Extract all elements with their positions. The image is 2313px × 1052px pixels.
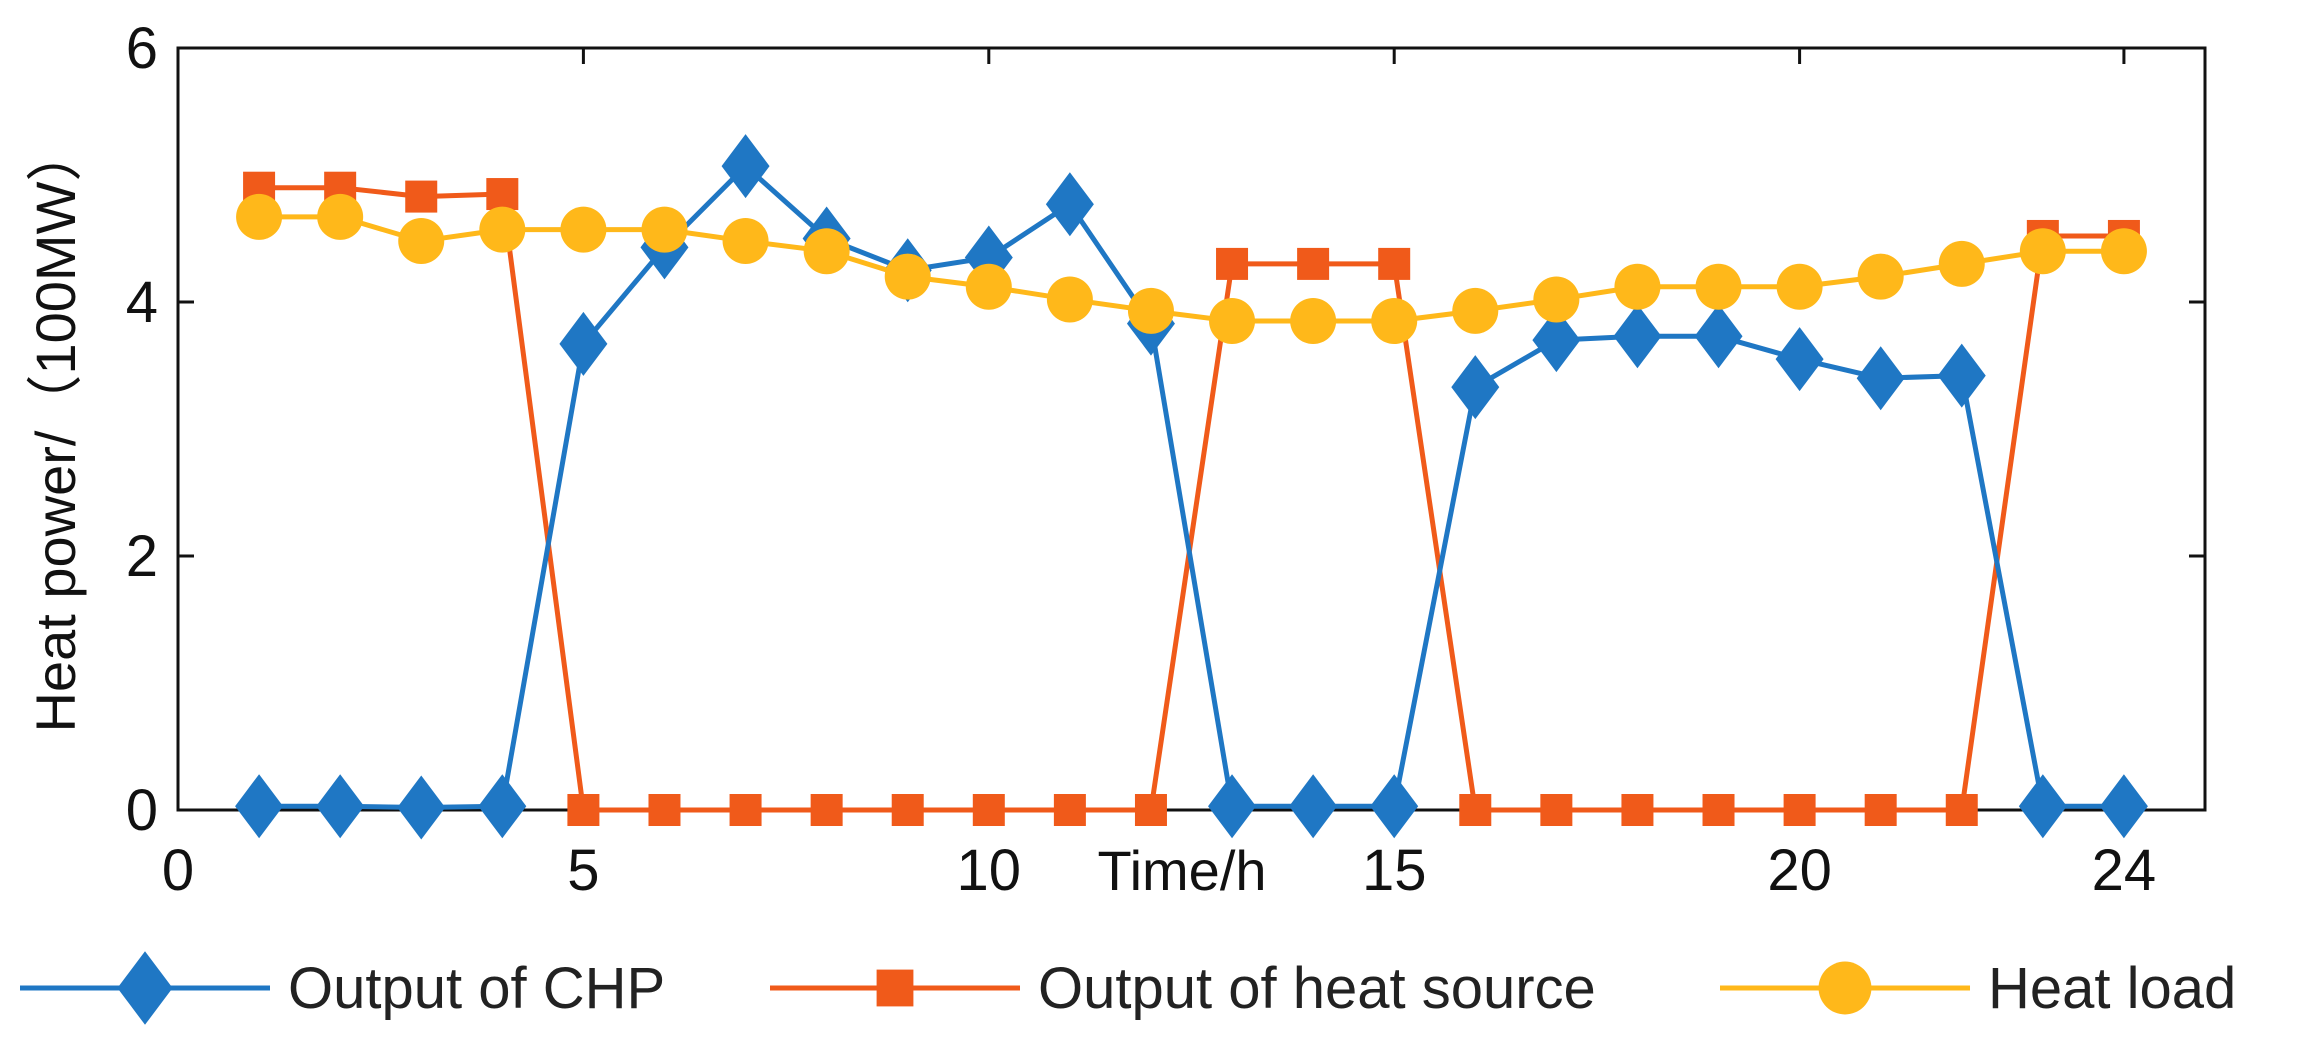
output-of-heat-source-point [729, 794, 762, 826]
output-of-heat-source-point [1540, 794, 1573, 826]
x-tick-label: 15 [1362, 838, 1427, 903]
x-tick-label: 5 [567, 838, 599, 903]
heat-load-point [560, 206, 607, 253]
heat-load-point [641, 206, 688, 253]
heat-load-point [1614, 263, 1661, 310]
legend-swatch-marker [1818, 961, 1872, 1015]
output-of-chp-point [559, 311, 608, 376]
output-of-heat-source-point [1216, 247, 1249, 280]
heat-load-point [2019, 228, 2066, 275]
y-tick-label: 0 [126, 778, 158, 843]
x-axis-title: Time/h [1097, 839, 1266, 902]
output-of-chp-point [1613, 304, 1662, 369]
legend-item-output-of-heat-source: Output of heat source [770, 956, 1596, 1021]
legend-item-output-of-chp: Output of CHP [20, 951, 665, 1025]
heat-load-point [1857, 253, 1904, 300]
output-of-chp-point [478, 774, 527, 839]
output-of-heat-source-point [1053, 794, 1086, 826]
output-of-heat-source-point [1864, 794, 1897, 826]
output-of-chp-point [235, 774, 284, 839]
output-of-chp-point [1208, 774, 1257, 839]
y-axis-title: Heat power/（100MW） [24, 126, 87, 733]
x-tick-label: 10 [957, 838, 1022, 903]
output-of-chp-point [316, 774, 365, 839]
y-tick-label: 6 [126, 16, 158, 81]
x-tick-label: 20 [1767, 838, 1832, 903]
heat-load-point [803, 228, 850, 275]
output-of-chp-point [1937, 343, 1986, 408]
legend-swatch-marker [117, 951, 173, 1025]
x-tick-label: 24 [2092, 838, 2157, 903]
series-layer [235, 134, 2148, 840]
heat-load-point [479, 206, 526, 253]
legend-label: Heat load [1988, 956, 2236, 1021]
heat-load-point [1776, 263, 1823, 310]
output-of-heat-source-point [648, 794, 681, 826]
output-of-chp-point [721, 134, 770, 199]
heat-load-point [965, 263, 1012, 310]
legend-label: Output of heat source [1038, 956, 1596, 1021]
legend-item-heat-load: Heat load [1720, 956, 2236, 1021]
x-tick-label: 0 [162, 838, 194, 903]
output-of-heat-source-point [486, 178, 519, 211]
heat-load-point [2100, 228, 2147, 275]
output-of-heat-source-point [891, 794, 924, 826]
output-of-heat-source-point [1459, 794, 1492, 826]
heat-load-line [259, 214, 2124, 324]
output-of-heat-source-point [1378, 247, 1411, 280]
heat-load-point [1371, 298, 1418, 345]
output-of-chp-point [1532, 308, 1581, 373]
output-of-heat-source-point [567, 794, 600, 826]
output-of-chp-point [1775, 327, 1824, 392]
output-of-heat-source-point [810, 794, 843, 826]
series-heat-load [236, 193, 2147, 345]
output-of-chp-point [1451, 355, 1500, 420]
axis-ticks [176, 46, 2205, 812]
plot-frame [176, 46, 2207, 812]
legend-swatch-marker [876, 969, 914, 1007]
heat-load-point [1290, 298, 1337, 345]
heat-load-point [1046, 276, 1093, 323]
output-of-chp-point [1370, 774, 1419, 839]
heat-load-point [1452, 287, 1499, 334]
output-of-heat-source-point [1621, 794, 1654, 826]
output-of-heat-source-point [405, 180, 438, 213]
legend-label: Output of CHP [288, 956, 665, 1021]
output-of-heat-source-point [1134, 794, 1167, 826]
heat-load-point [317, 193, 364, 240]
heat-load-point [1127, 287, 1174, 334]
heat-load-point [398, 218, 445, 265]
heat-load-point [1938, 240, 1985, 287]
heat-load-point [1209, 298, 1256, 345]
y-tick-label: 2 [126, 524, 158, 589]
legend: Output of CHP Output of heat source Heat l… [20, 951, 2236, 1025]
plot-area [176, 46, 2207, 840]
output-of-heat-source-point [972, 794, 1005, 826]
output-of-chp-point [2018, 774, 2067, 839]
heat-load-point [236, 193, 283, 240]
heat-load-point [884, 253, 931, 300]
heat-load-point [722, 218, 769, 265]
output-of-heat-source-point [1297, 247, 1330, 280]
output-of-heat-source-point [1945, 794, 1978, 826]
output-of-chp-point [1694, 304, 1743, 369]
output-of-heat-source-point [1783, 794, 1816, 826]
output-of-chp-point [2099, 774, 2148, 839]
series-output-of-heat-source [243, 171, 2140, 826]
heat-load-point [1533, 276, 1580, 323]
output-of-heat-source-point [1702, 794, 1735, 826]
heat-load-point [1695, 263, 1742, 310]
output-of-chp-point [1045, 172, 1094, 237]
output-of-chp-point [1289, 774, 1338, 839]
output-of-chp-point [1856, 346, 1905, 411]
y-tick-label: 4 [126, 270, 158, 335]
output-of-chp-point [397, 775, 446, 840]
